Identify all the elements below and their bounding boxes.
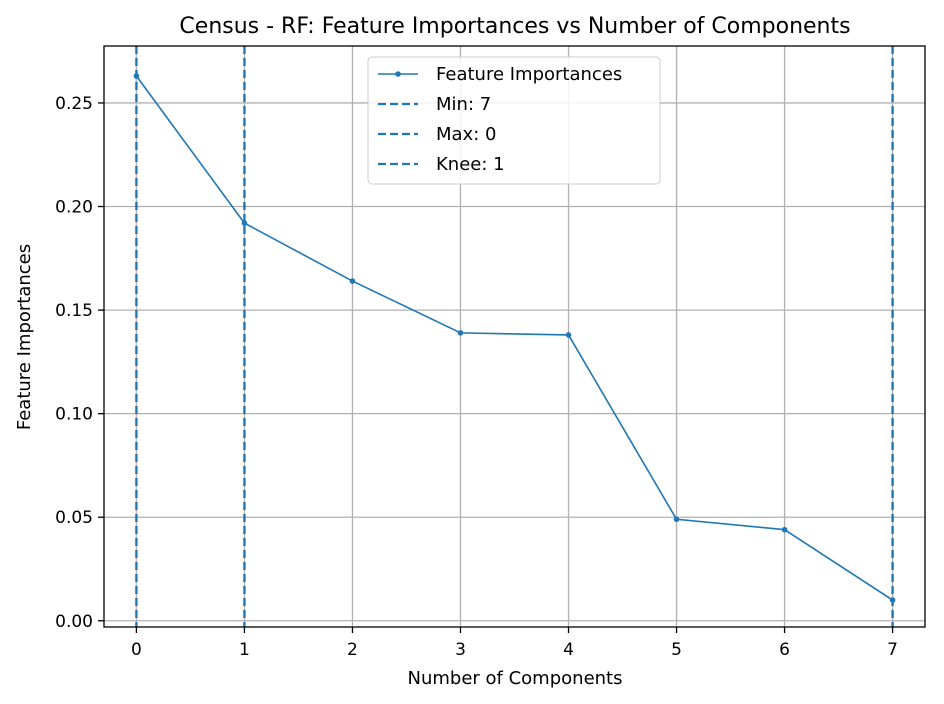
x-tick-label: 3 [455,640,466,660]
data-point [781,526,788,533]
y-tick-label: 0.05 [55,508,93,528]
tick-layer: 0 1 2 3 4 5 6 7 0.00 0.05 0.10 0.15 0.20 0.25 [55,94,898,660]
y-tick-label: 0.20 [55,198,93,218]
chart-title: Census - RF: Feature Importances vs Numb… [179,14,850,39]
x-axis-label: Number of Components [408,668,623,689]
legend-entry-feature-importances: Feature Importances [378,64,622,85]
x-tick-label: 7 [887,640,898,660]
legend-marker-feature-importances [395,71,401,77]
legend-label-feature-importances: Feature Importances [436,64,622,85]
data-point [349,278,356,284]
data-point [673,516,680,523]
legend-label-min: Min: 7 [436,94,491,115]
x-tick-label: 1 [239,640,250,660]
series-line [135,75,894,601]
legend-entry-min: Min: 7 [378,94,491,115]
data-point [565,332,572,338]
legend-label-knee: Knee: 1 [436,154,505,175]
legend-box [367,56,661,185]
plot-frame [103,45,926,628]
legend-label-max: Max: 0 [436,124,496,145]
x-tick-label: 2 [347,640,358,660]
x-tick-label: 6 [779,640,790,660]
x-tick-label: 5 [671,640,682,660]
legend: Feature Importances Min: 7 Max: 0 Knee: … [367,56,661,185]
y-tick-label: 0.10 [55,405,93,425]
x-tick-label: 0 [131,640,142,660]
y-tick-label: 0.15 [55,301,93,321]
y-axis-label: Feature Importances [14,244,35,430]
x-tick-label: 4 [563,640,574,660]
vline-layer [135,46,894,627]
legend-entry-max: Max: 0 [378,124,496,145]
y-tick-label: 0.25 [55,94,93,114]
y-tick-label: 0.00 [55,612,93,632]
data-point [457,330,464,336]
series-layer [133,73,896,603]
legend-entry-knee: Knee: 1 [378,154,505,175]
data-point [241,220,248,226]
